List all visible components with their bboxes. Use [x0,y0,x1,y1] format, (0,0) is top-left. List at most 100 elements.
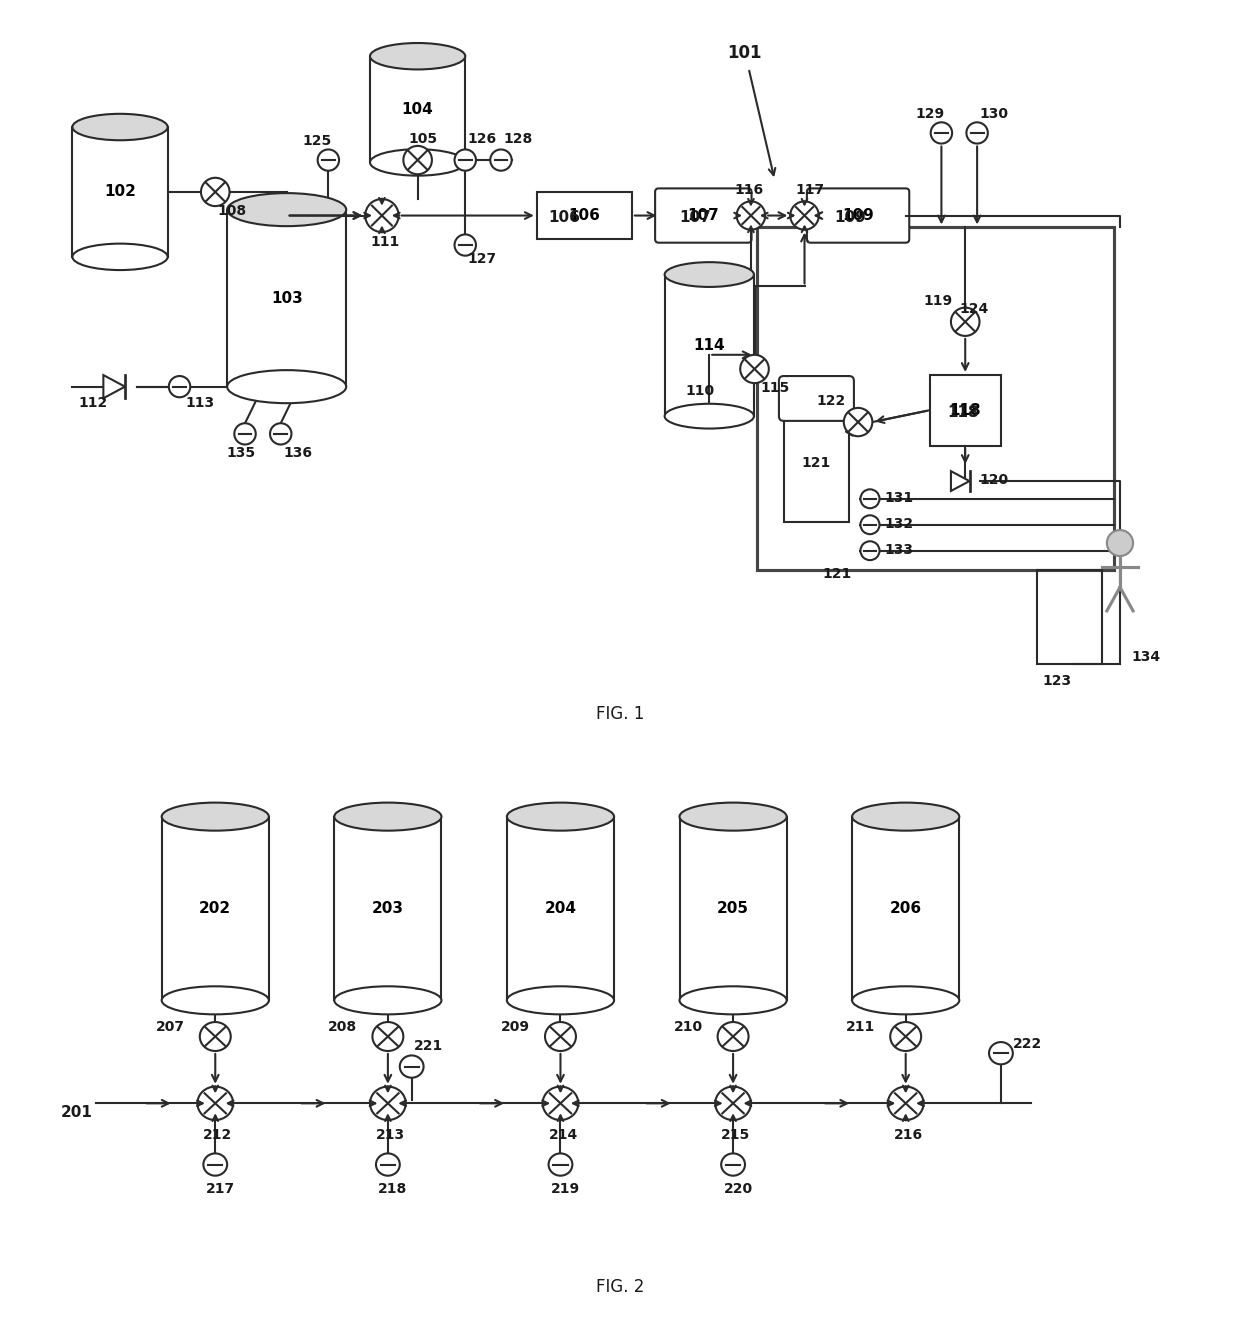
Circle shape [722,1153,745,1176]
Circle shape [543,1086,578,1120]
Ellipse shape [161,803,269,831]
Text: 213: 213 [376,1129,405,1142]
Text: 107: 107 [687,208,719,223]
Circle shape [888,1086,924,1120]
Bar [227,210,346,386]
Text: 125: 125 [303,135,331,148]
Text: 205: 205 [717,900,749,916]
Circle shape [372,1022,403,1051]
Text: 204: 204 [544,900,577,916]
Circle shape [843,407,873,437]
Circle shape [403,146,432,174]
Circle shape [737,202,765,230]
Text: 115: 115 [760,381,790,395]
Circle shape [366,199,398,232]
Bar [161,816,269,1001]
Circle shape [861,516,879,534]
Text: 131: 131 [884,490,914,505]
Text: 210: 210 [673,1021,703,1034]
Text: 132: 132 [884,517,914,530]
Circle shape [718,1022,749,1051]
Text: 109: 109 [835,210,866,224]
Text: 111: 111 [370,235,399,248]
Text: 217: 217 [206,1182,234,1196]
Circle shape [376,1153,399,1176]
Circle shape [546,1022,575,1051]
Bar [335,816,441,1001]
Text: 220: 220 [724,1182,753,1196]
Bar [507,816,614,1001]
Text: 113: 113 [186,397,215,410]
Text: 103: 103 [270,291,303,306]
Ellipse shape [665,403,754,429]
Bar [930,375,1001,446]
Polygon shape [103,375,125,398]
Ellipse shape [680,986,786,1014]
Ellipse shape [370,43,465,69]
Ellipse shape [227,194,346,226]
Text: 135: 135 [226,446,255,460]
Text: 136: 136 [283,446,312,460]
Text: 207: 207 [156,1021,185,1034]
Circle shape [890,1022,921,1051]
Text: 117: 117 [795,183,825,196]
Text: 118: 118 [947,405,980,420]
Text: 105: 105 [408,132,438,146]
Text: 112: 112 [78,397,108,410]
FancyBboxPatch shape [807,188,909,243]
Circle shape [861,489,879,508]
FancyBboxPatch shape [779,375,854,421]
Circle shape [370,1086,405,1120]
Ellipse shape [335,986,441,1014]
Polygon shape [951,472,970,492]
Text: 218: 218 [378,1182,408,1196]
Bar [784,405,849,522]
Circle shape [455,150,476,171]
Text: 106: 106 [548,210,580,224]
Bar [665,274,754,417]
Circle shape [861,541,879,560]
Ellipse shape [507,803,614,831]
FancyBboxPatch shape [655,188,751,243]
Circle shape [548,1153,573,1176]
Ellipse shape [507,986,614,1014]
Text: 203: 203 [372,900,404,916]
Text: 104: 104 [402,102,434,116]
Bar [537,192,632,239]
Text: 107: 107 [680,210,712,224]
Text: 121: 121 [802,457,831,470]
Text: 206: 206 [889,900,921,916]
Text: 102: 102 [104,184,136,199]
Circle shape [715,1086,751,1120]
Text: 216: 216 [894,1129,923,1142]
Circle shape [966,123,988,143]
Text: FIG. 1: FIG. 1 [595,705,645,723]
Text: 109: 109 [842,208,874,223]
Text: 127: 127 [467,253,497,266]
Text: 129: 129 [915,107,945,122]
Bar [680,816,786,1001]
Text: 211: 211 [846,1021,875,1034]
Circle shape [203,1153,227,1176]
Circle shape [455,234,476,255]
Text: 101: 101 [727,44,761,61]
Text: 202: 202 [200,900,232,916]
Text: 118: 118 [950,402,981,418]
Text: 120: 120 [980,473,1008,486]
Text: 130: 130 [980,107,1008,122]
Text: 201: 201 [61,1105,93,1120]
Text: 124: 124 [960,302,988,315]
Text: 215: 215 [722,1129,750,1142]
Text: 106: 106 [568,208,600,223]
Ellipse shape [680,803,786,831]
Text: 119: 119 [924,294,952,307]
Circle shape [200,1022,231,1051]
Bar [370,56,465,163]
Bar [72,127,167,257]
Circle shape [201,178,229,206]
Text: FIG. 2: FIG. 2 [595,1279,645,1296]
Text: 121: 121 [822,568,852,581]
Text: 208: 208 [329,1021,357,1034]
Text: 212: 212 [203,1129,233,1142]
Ellipse shape [665,262,754,287]
